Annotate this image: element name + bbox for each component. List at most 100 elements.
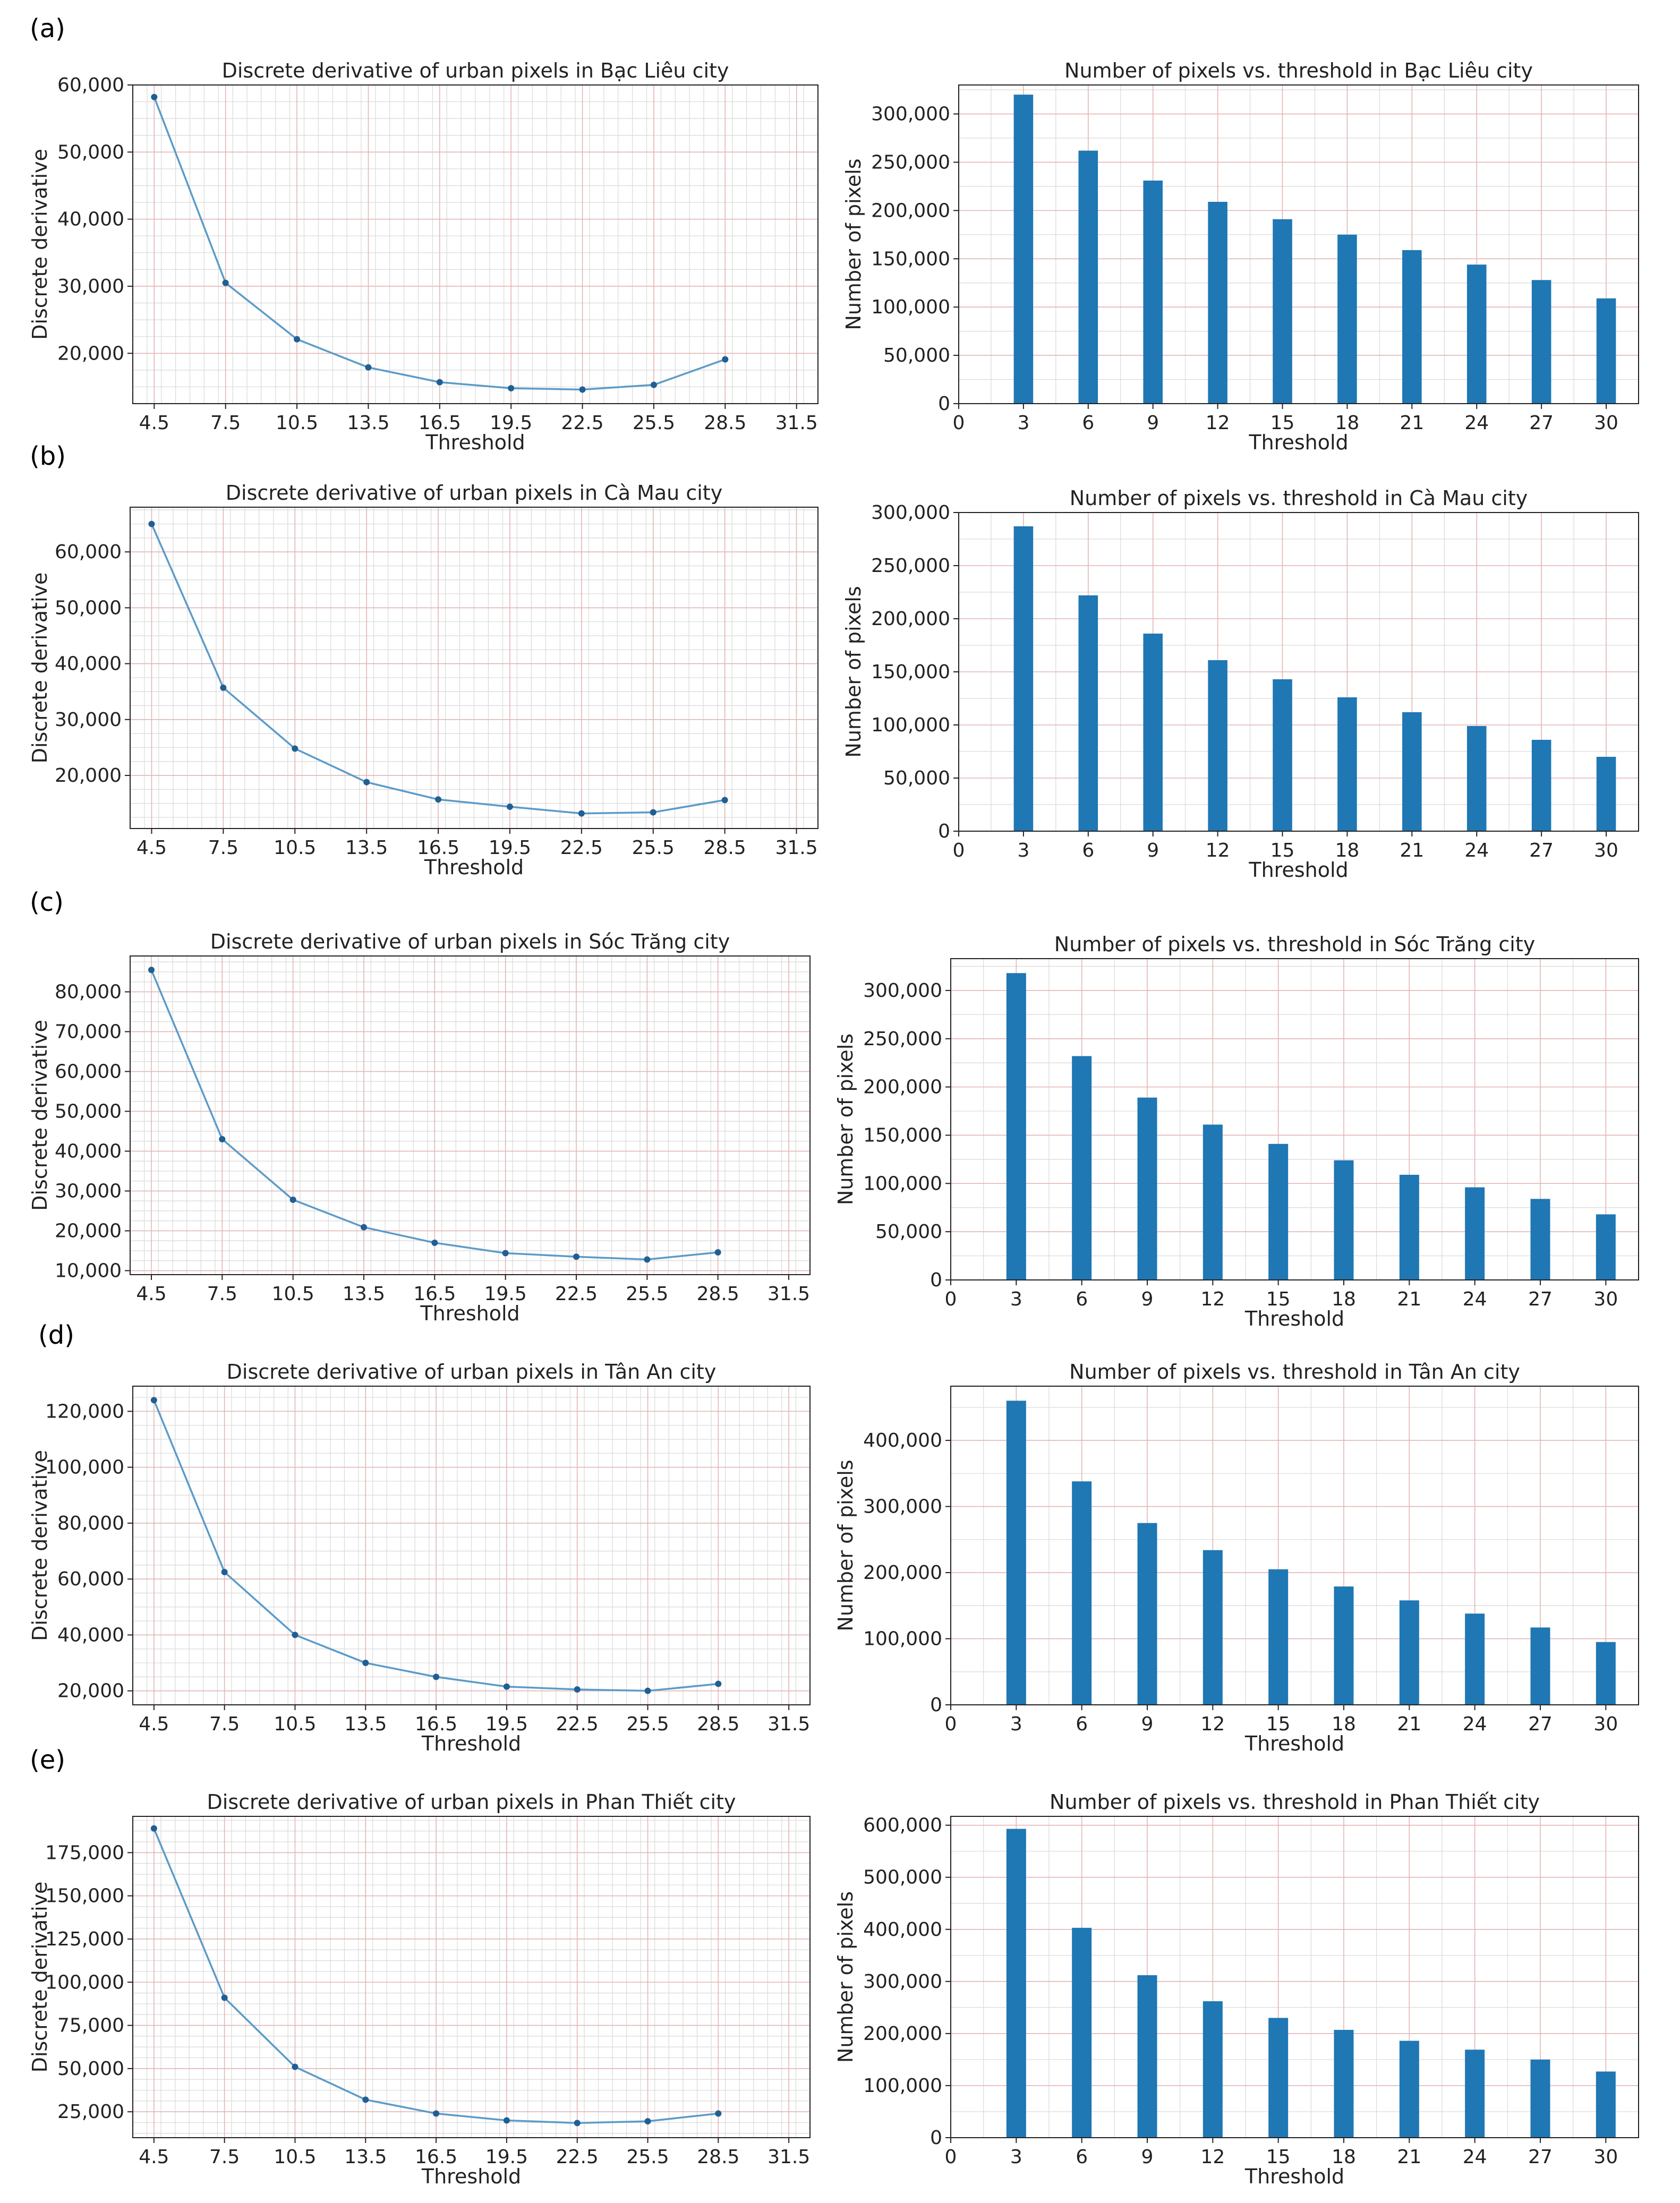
bar bbox=[1402, 712, 1422, 831]
x-tick-label: 27 bbox=[1529, 840, 1554, 861]
y-axis-label: Number of pixels bbox=[834, 1891, 857, 2063]
y-tick-label: 60,000 bbox=[57, 1568, 124, 1590]
x-axis-label: Threshold bbox=[421, 2165, 521, 2188]
bar bbox=[1399, 2040, 1419, 2138]
x-tick-label: 19.5 bbox=[489, 837, 531, 859]
bar bbox=[1530, 1199, 1550, 1280]
bar bbox=[1078, 595, 1098, 831]
x-tick-label: 19.5 bbox=[484, 1283, 527, 1305]
x-tick-label: 30 bbox=[1594, 840, 1618, 861]
x-tick-label: 21 bbox=[1397, 1288, 1421, 1310]
x-tick-label: 12 bbox=[1200, 1288, 1225, 1310]
y-tick-label: 0 bbox=[938, 821, 950, 842]
y-tick-label: 500,000 bbox=[863, 1867, 942, 1889]
x-tick-label: 6 bbox=[1076, 2146, 1088, 2168]
x-tick-label: 22.5 bbox=[560, 837, 603, 859]
y-axis-label: Discrete derivative bbox=[28, 1450, 52, 1641]
bar-grid bbox=[950, 1816, 1639, 2138]
x-tick-label: 13.5 bbox=[345, 837, 388, 859]
x-tick-label: 4.5 bbox=[139, 1713, 169, 1735]
x-tick-label: 27 bbox=[1528, 1288, 1553, 1310]
y-tick-label: 25,000 bbox=[57, 2101, 124, 2123]
x-tick-label: 31.5 bbox=[767, 1283, 810, 1305]
x-tick-label: 9 bbox=[1147, 412, 1159, 434]
bar bbox=[1466, 726, 1487, 831]
x-tick-label: 0 bbox=[953, 840, 965, 861]
x-tick-label: 10.5 bbox=[276, 412, 318, 434]
line-chart-frame bbox=[132, 84, 818, 404]
x-tick-label: 22.5 bbox=[556, 1713, 599, 1735]
y-tick-label: 100,000 bbox=[863, 1628, 942, 1650]
data-point bbox=[579, 386, 586, 393]
x-tick-label: 7.5 bbox=[209, 2146, 240, 2168]
x-tick-label: 21 bbox=[1397, 2146, 1421, 2168]
data-point bbox=[722, 356, 729, 363]
line-chart: 4.5 7.5 10.5 13.5 16.5 19.5 22.5 25.5 28.5 31.5 20… bbox=[28, 481, 818, 879]
line-grid bbox=[133, 1386, 810, 1705]
y-tick-label: 20,000 bbox=[57, 1680, 124, 1702]
data-point bbox=[292, 1632, 299, 1638]
x-tick-label: 3 bbox=[1010, 1713, 1022, 1735]
y-tick-label: 30,000 bbox=[57, 276, 124, 297]
data-point bbox=[506, 803, 513, 810]
bar bbox=[1208, 202, 1227, 404]
x-tick-label: 12 bbox=[1206, 412, 1230, 434]
y-tick-label: 150,000 bbox=[45, 1885, 124, 1907]
data-point bbox=[365, 364, 372, 371]
x-tick-label: 22.5 bbox=[556, 2146, 599, 2168]
panel-label: (b) bbox=[30, 441, 66, 471]
y-tick-label: 100,000 bbox=[45, 1457, 124, 1479]
bar bbox=[1268, 2018, 1289, 2138]
line-chart-frame bbox=[132, 1816, 811, 2138]
line-chart-frame bbox=[130, 507, 818, 829]
bar-chart-frame bbox=[950, 1386, 1639, 1705]
bar-chart: 0 3 6 9 12 15 18 21 24 27 30 0 50,000 100,000 150,000 2… bbox=[842, 486, 1639, 882]
data-point bbox=[436, 379, 443, 386]
x-axis-label: Threshold bbox=[420, 1302, 519, 1325]
x-tick-label: 25.5 bbox=[632, 837, 675, 859]
data-point bbox=[508, 385, 515, 391]
x-tick-label: 31.5 bbox=[775, 837, 817, 859]
x-tick-label: 21 bbox=[1397, 1713, 1421, 1735]
bar bbox=[1334, 1586, 1354, 1705]
data-point bbox=[148, 967, 155, 974]
y-tick-label: 175,000 bbox=[45, 1842, 124, 1864]
panel-d: (d) 4.5 7.5 10.5 13.5 16.5 19.5 22.5 25.5 28.5 31.… bbox=[28, 1320, 1639, 1755]
panel-label: (a) bbox=[30, 14, 65, 44]
x-tick-label: 27 bbox=[1528, 1713, 1553, 1735]
bar bbox=[1143, 181, 1163, 404]
data-point bbox=[644, 2118, 651, 2125]
y-tick-label: 250,000 bbox=[871, 555, 950, 577]
bar bbox=[1337, 697, 1357, 831]
x-tick-label: 12 bbox=[1206, 840, 1230, 861]
panel-c: (c) 4.5 7.5 10.5 13.5 16.5 19.5 22.5 25.5 28.5 31.… bbox=[28, 887, 1639, 1330]
x-tick-label: 25.5 bbox=[626, 2146, 669, 2168]
y-tick-label: 50,000 bbox=[57, 2058, 124, 2080]
x-tick-label: 7.5 bbox=[208, 837, 238, 859]
bar bbox=[1596, 298, 1616, 404]
x-tick-label: 30 bbox=[1593, 2146, 1618, 2168]
x-tick-label: 19.5 bbox=[490, 412, 532, 434]
y-tick-label: 40,000 bbox=[57, 1624, 124, 1646]
bar-chart: 0 3 6 9 12 15 18 21 24 27 30 0 50,000 100,000 150,000 2… bbox=[834, 933, 1639, 1330]
x-tick-label: 3 bbox=[1017, 840, 1029, 861]
bar bbox=[1337, 234, 1357, 404]
x-tick-label: 13.5 bbox=[347, 412, 389, 434]
data-point bbox=[363, 779, 370, 785]
bar-chart: 0 3 6 9 12 15 18 21 24 27 30 0 100,000 200,000 300,000… bbox=[834, 1790, 1639, 2188]
chart-title: Number of pixels vs. threshold in Cà Mau… bbox=[1070, 486, 1528, 510]
x-tick-label: 16.5 bbox=[417, 837, 459, 859]
bar bbox=[1072, 1927, 1092, 2138]
data-point bbox=[219, 1136, 226, 1142]
x-tick-label: 25.5 bbox=[633, 412, 675, 434]
x-tick-label: 15 bbox=[1266, 1713, 1291, 1735]
x-tick-label: 18 bbox=[1332, 1288, 1356, 1310]
x-tick-label: 3 bbox=[1010, 1288, 1022, 1310]
x-tick-label: 19.5 bbox=[485, 2146, 528, 2168]
x-tick-label: 3 bbox=[1017, 412, 1029, 434]
bar bbox=[1137, 1975, 1157, 2138]
x-tick-label: 3 bbox=[1010, 2146, 1022, 2168]
y-tick-label: 60,000 bbox=[55, 1061, 122, 1083]
x-tick-label: 13.5 bbox=[343, 1283, 385, 1305]
line-grid bbox=[130, 507, 818, 829]
